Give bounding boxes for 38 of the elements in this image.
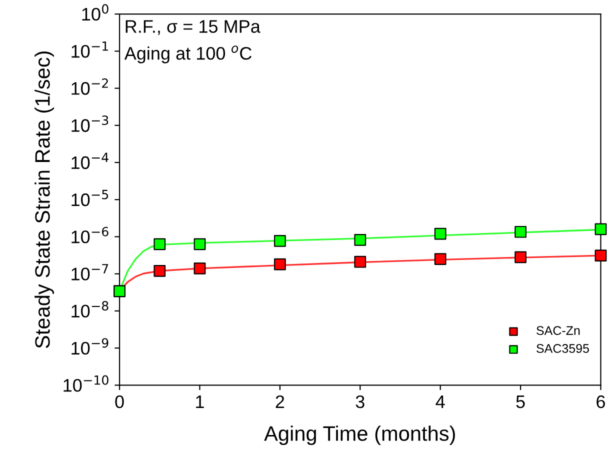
- point: [434, 253, 446, 265]
- y-tick-label: 10$^{−5}$: [72, 190, 108, 206]
- y-tick-label: 10$^{−2}$: [72, 78, 108, 95]
- y-tick-label: 10$^{−1}$: [72, 41, 108, 58]
- x-tick-label: 4: [436, 396, 445, 408]
- y-tick-label: 10$^{−3}$: [72, 115, 108, 132]
- y-tick-label: 10$^{−7}$: [72, 264, 108, 280]
- y-tick-label: 10$^{−8}$: [72, 301, 108, 318]
- legend-label: SAC-Zn: [536, 326, 580, 335]
- point: [594, 223, 607, 236]
- y-tick-label: 10$^{0}$: [82, 4, 108, 21]
- point: [434, 228, 446, 240]
- x-tick-label: 3: [356, 395, 364, 408]
- point: [154, 238, 166, 250]
- y-tick-label: 10$^{−4}$: [72, 152, 108, 170]
- y-tick-label: 10$^{−9}$: [72, 338, 108, 355]
- x-tick-label: 0: [115, 395, 124, 408]
- y-axis-title: Steady State Strain Rate (1/sec): [34, 52, 54, 348]
- y-tick-label: 10$^{−10}$: [64, 375, 108, 392]
- annotation: Aging at 100 $^{o}$C: [124, 46, 252, 64]
- x-tick-label: 5: [516, 396, 525, 408]
- point: [194, 238, 206, 250]
- x-tick-label: 2: [276, 395, 284, 408]
- point: [274, 258, 286, 270]
- point: [154, 264, 166, 277]
- x-tick-label: 1: [196, 396, 204, 408]
- point: [194, 262, 206, 274]
- annotation: R.F., σ = 15 MPa: [126, 20, 260, 35]
- legend-label: SAC3595: [536, 344, 589, 353]
- point: [274, 234, 286, 247]
- point: [354, 256, 366, 268]
- x-tick-label: 6: [596, 395, 605, 408]
- x-axis-title: Aging Time (months): [264, 426, 455, 446]
- point: [514, 226, 526, 238]
- point: [594, 250, 607, 262]
- point: [354, 234, 366, 246]
- y-tick-label: 10$^{−6}$: [72, 226, 108, 244]
- point: [514, 251, 526, 264]
